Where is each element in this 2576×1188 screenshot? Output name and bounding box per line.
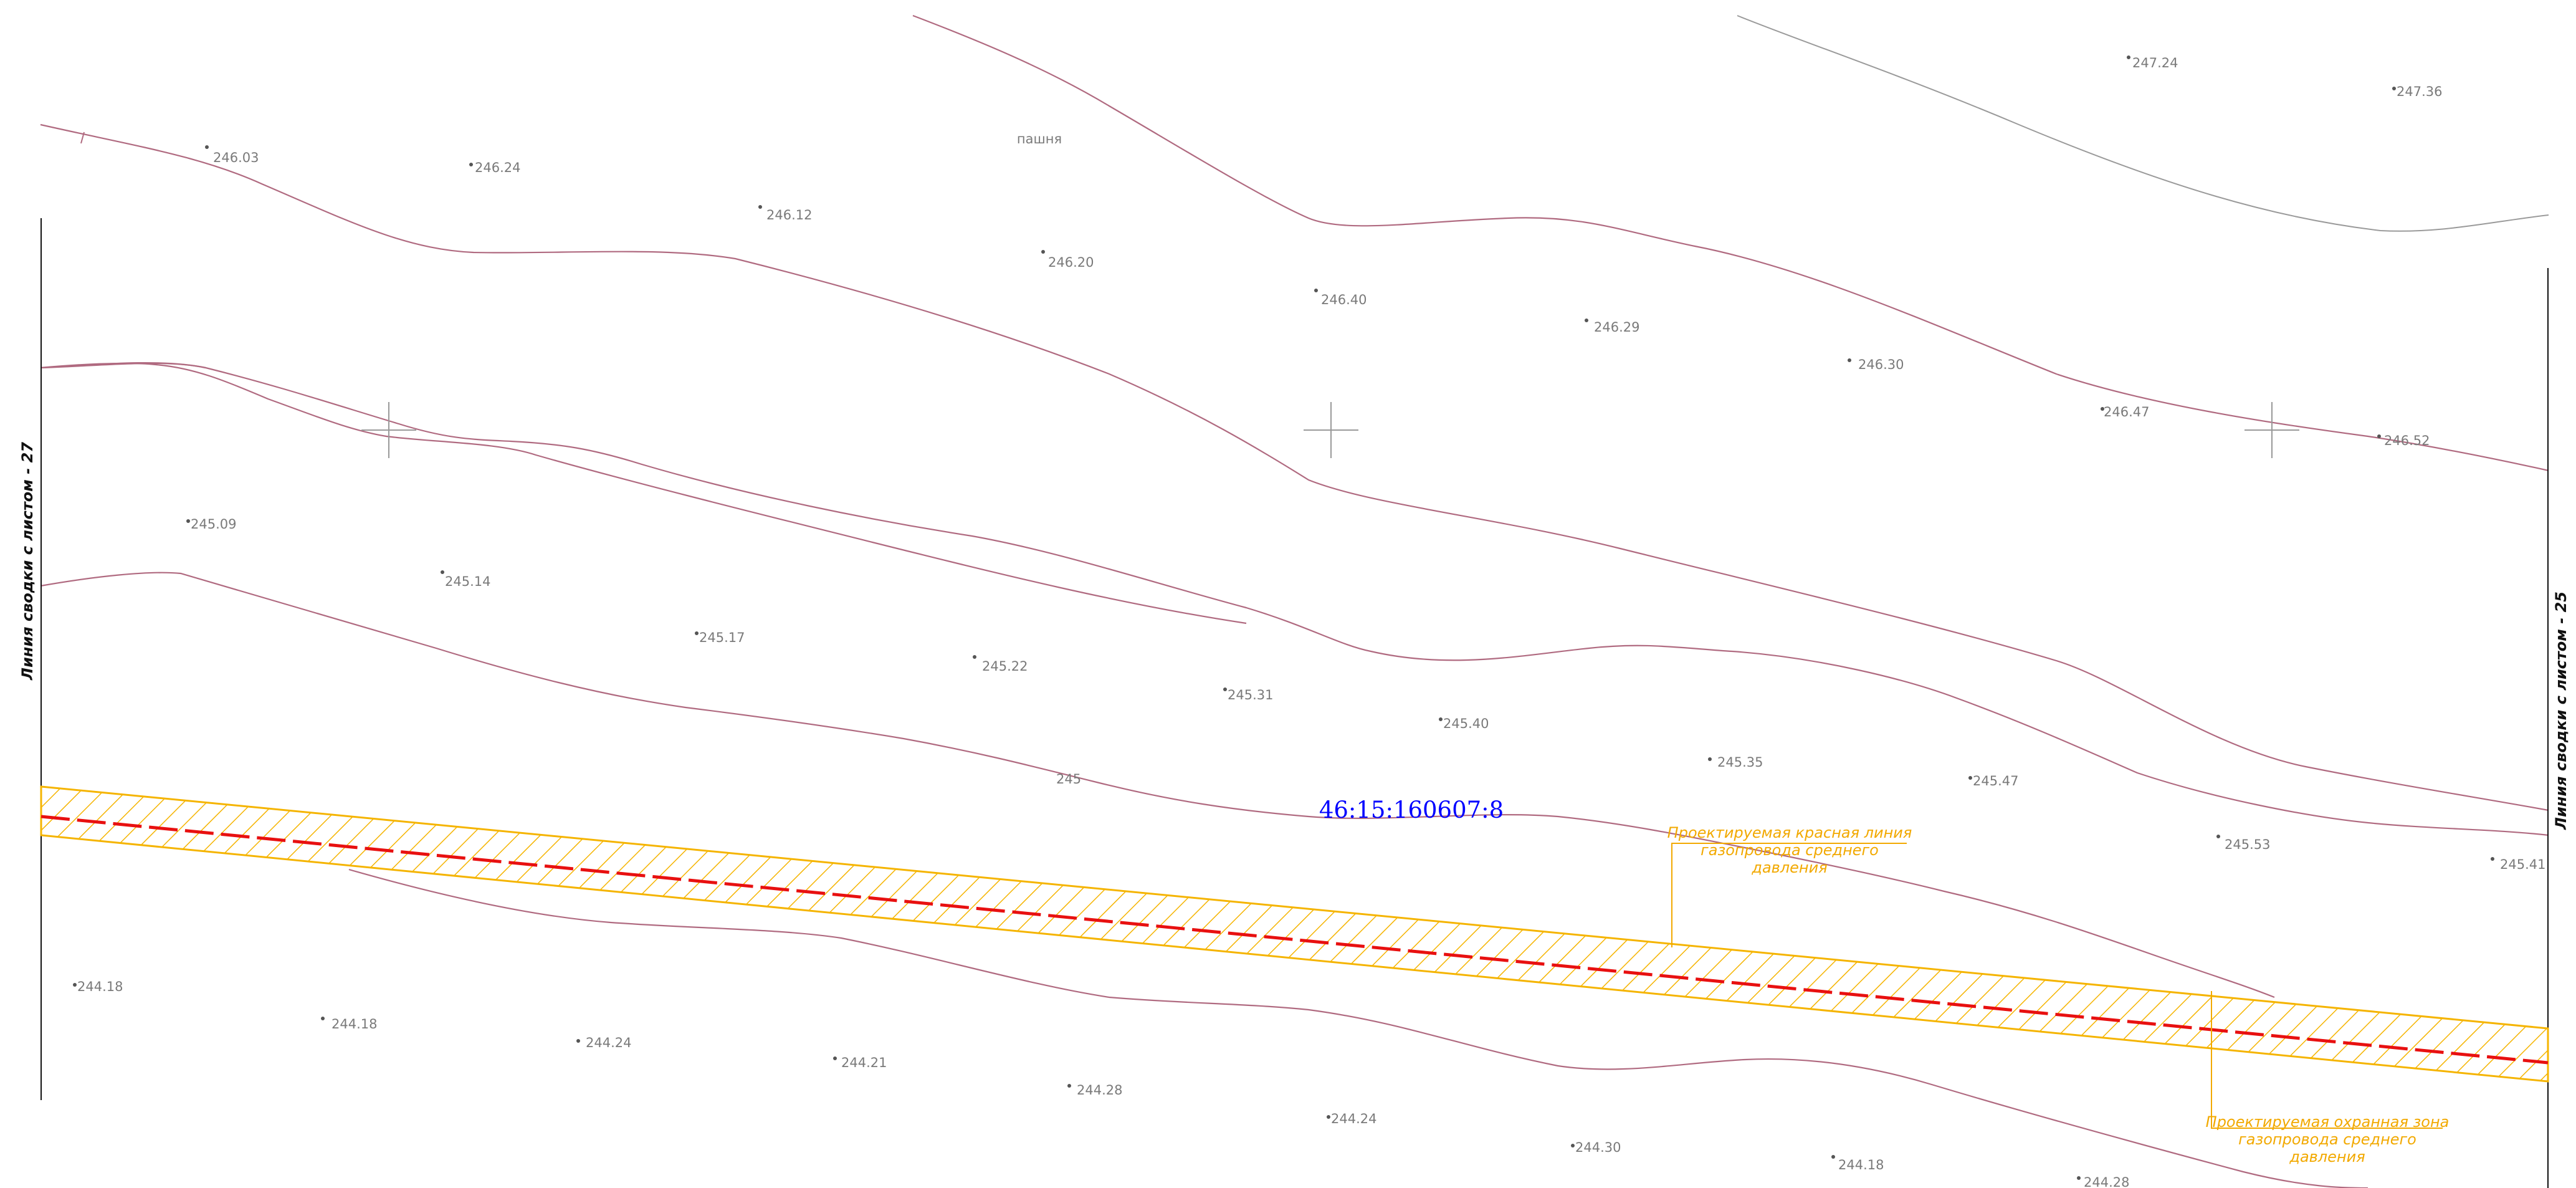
elevation-point: 247.24 (2127, 55, 2178, 70)
elevation-point: 246.29 (1585, 319, 1639, 335)
svg-text:247.36: 247.36 (2397, 84, 2442, 99)
elevation-point: 244.18 (1831, 1155, 1884, 1172)
svg-text:244.18: 244.18 (332, 1017, 377, 1032)
elevation-point: 245.31 (1223, 687, 1273, 702)
svg-text:246.40: 246.40 (1321, 292, 1367, 307)
elevation-point: 246.52 (2377, 433, 2430, 448)
svg-text:245.41: 245.41 (2500, 857, 2545, 872)
contour-line (41, 573, 2056, 935)
elevation-point: 245.41 (2491, 857, 2545, 872)
svg-text:246.29: 246.29 (1594, 320, 1639, 335)
svg-text:246.20: 246.20 (1048, 255, 1094, 270)
elevation-point: 244.30 (1571, 1140, 1621, 1155)
protection-zone-annotation-3: давления (2289, 1148, 2365, 1166)
contour-line (40, 362, 1247, 625)
red-line-annotation-3: давления (1751, 859, 1827, 876)
svg-text:245.31: 245.31 (1228, 687, 1273, 702)
elevation-point: 244.21 (833, 1055, 887, 1070)
svg-text:245.53: 245.53 (2225, 837, 2270, 852)
svg-text:245.40: 245.40 (1443, 716, 1489, 731)
svg-text:244.24: 244.24 (586, 1035, 631, 1050)
survey-crosses (361, 402, 2299, 458)
elevation-point: 245.22 (973, 655, 1028, 674)
elevation-point: 244.24 (1327, 1111, 1376, 1126)
contour-line (40, 123, 2549, 812)
svg-text:244.21: 244.21 (841, 1055, 887, 1070)
pipeline-red-line (41, 815, 2549, 1065)
match-line-right-label: Линия сводки с листом - 25 (2552, 592, 2570, 830)
elevation-point: 246.47 (2101, 405, 2149, 419)
svg-text:244.18: 244.18 (77, 979, 123, 994)
cadastral-number: 46:15:160607:8 (1319, 797, 1504, 823)
contour-line (41, 439, 2549, 839)
elevation-point: 245.35 (1708, 755, 1763, 770)
svg-text:246.52: 246.52 (2384, 433, 2430, 448)
contour-line (40, 362, 2549, 836)
contour-line (41, 363, 2549, 658)
landuse-label: пашня (1017, 132, 1062, 146)
contour-lines (40, 14, 2549, 1188)
red-line-annotation-2: газопровода среднего (1701, 841, 1879, 859)
svg-text:244.24: 244.24 (1331, 1111, 1376, 1126)
elevation-point: 245.47 (1968, 774, 2018, 788)
contour-line (40, 572, 2275, 999)
svg-text:247.24: 247.24 (2132, 55, 2178, 70)
protection-zone-band (40, 785, 2549, 1083)
svg-text:246.03: 246.03 (213, 150, 259, 165)
svg-text:245.35: 245.35 (1717, 755, 1763, 770)
red-line-annotation-1: Проектируемая красная линия (1667, 824, 1912, 841)
elevation-point: 244.28 (1067, 1083, 1122, 1098)
elevation-point: 244.18 (321, 1017, 377, 1032)
svg-text:246.12: 246.12 (766, 208, 812, 223)
contour-line (348, 868, 2368, 1188)
elevation-point: 246.03 (205, 145, 259, 165)
protection-zone-annotation-2: газопровода среднего (2238, 1131, 2416, 1148)
svg-text:244.28: 244.28 (1077, 1083, 1122, 1098)
svg-text:246.47: 246.47 (2104, 405, 2149, 419)
svg-text:246.30: 246.30 (1858, 357, 1904, 372)
survey-cross (1304, 402, 1358, 458)
gray-line (1737, 15, 2549, 232)
elevation-point: 244.28 (2077, 1175, 2129, 1188)
elevation-point: 245.09 (186, 517, 236, 532)
protection-zone-annotation-1: Проектируемая охранная зона (2206, 1113, 2450, 1131)
elevation-point: 244.18 (73, 979, 123, 994)
svg-text:246.24: 246.24 (475, 160, 520, 175)
elevation-point: 246.12 (758, 205, 812, 223)
elevation-point: 245.40 (1439, 716, 1489, 731)
elevation-point: 246.30 (1848, 357, 1904, 372)
svg-text:244.30: 244.30 (1575, 1140, 1621, 1155)
elevation-point: 245.17 (695, 630, 745, 645)
annotation-leaders (1671, 843, 2443, 1129)
elevation-points: 246.03 246.24 246.12 246.20 246.40 246.2… (73, 55, 2545, 1188)
elevation-point: 246.24 (469, 160, 520, 175)
svg-text:245.14: 245.14 (445, 574, 490, 589)
svg-text:245.22: 245.22 (982, 659, 1028, 674)
contour-line (41, 363, 2549, 882)
tick-mark (80, 132, 85, 144)
elevation-point: 245.14 (441, 570, 490, 589)
elevation-point: 245.53 (2216, 835, 2270, 852)
contour-line (40, 362, 206, 369)
svg-text:244.28: 244.28 (2084, 1175, 2129, 1188)
elevation-point: 244.24 (576, 1035, 631, 1050)
svg-text:245.17: 245.17 (699, 630, 745, 645)
elevation-point: 246.40 (1314, 289, 1367, 307)
contour-value-label: 245 (1056, 772, 1081, 787)
svg-text:245.09: 245.09 (191, 517, 236, 532)
elevation-point: 246.20 (1041, 250, 1094, 270)
survey-cross (2244, 402, 2299, 458)
svg-text:245.47: 245.47 (1973, 774, 2018, 788)
contour-line (912, 14, 2549, 472)
match-line-left-label: Линия сводки с листом - 27 (19, 442, 36, 681)
svg-text:244.18: 244.18 (1838, 1157, 1884, 1172)
elevation-point: 247.36 (2392, 84, 2442, 99)
survey-cross (361, 402, 416, 458)
